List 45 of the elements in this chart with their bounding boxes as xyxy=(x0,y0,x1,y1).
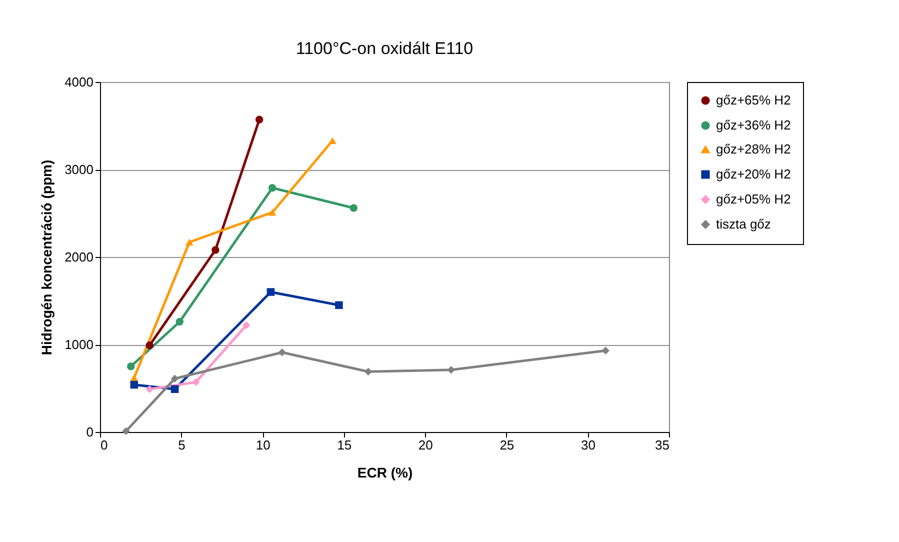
point xyxy=(176,318,184,326)
point xyxy=(170,385,179,393)
x-axis-title: ECR (%) xyxy=(357,464,413,480)
point xyxy=(130,374,138,382)
x-tick-label: 35 xyxy=(655,438,670,452)
legend-label: gőz+36% H2 xyxy=(716,118,791,132)
point xyxy=(335,301,343,309)
point xyxy=(447,366,456,374)
point xyxy=(266,288,275,296)
y-axis-title: Hidrogén koncentráció (ppm) xyxy=(38,160,55,356)
legend-label: gőz+28% H2 xyxy=(716,142,791,156)
point xyxy=(278,348,286,356)
y-tick-label: 4000 xyxy=(64,74,94,90)
point xyxy=(212,246,220,254)
point xyxy=(268,184,276,192)
y-tick-label: 2000 xyxy=(64,250,94,264)
chart-title: 1100°C-on oxidált E110 xyxy=(296,39,474,58)
y-tick-label: 3000 xyxy=(64,162,94,177)
x-tick-label: 30 xyxy=(580,438,596,452)
point xyxy=(186,238,194,246)
point xyxy=(268,209,276,216)
x-tick-label: 5 xyxy=(178,438,186,452)
point xyxy=(192,378,200,386)
x-tick-label: 15 xyxy=(337,438,352,452)
legend-label: gőz+05% H2 xyxy=(716,192,791,206)
point xyxy=(146,342,154,350)
point xyxy=(170,374,179,382)
x-tick-label: 10 xyxy=(256,438,270,452)
point xyxy=(328,137,336,144)
x-tick-label: 20 xyxy=(418,438,433,452)
point xyxy=(255,116,264,124)
legend-label: gőz+65% H2 xyxy=(716,92,791,108)
x-tick-label: 0 xyxy=(100,438,108,452)
y-tick-label: 0 xyxy=(86,424,94,440)
point xyxy=(127,362,135,370)
legend-label: gőz+20% H2 xyxy=(716,166,791,182)
point xyxy=(146,385,154,393)
legend-label: tiszta gőz xyxy=(716,216,771,232)
point xyxy=(242,321,250,330)
point xyxy=(122,427,130,435)
point xyxy=(602,346,610,354)
point xyxy=(130,380,138,389)
y-tick-label: 1000 xyxy=(64,337,94,352)
x-tick-label: 25 xyxy=(500,438,514,452)
point xyxy=(350,204,358,212)
